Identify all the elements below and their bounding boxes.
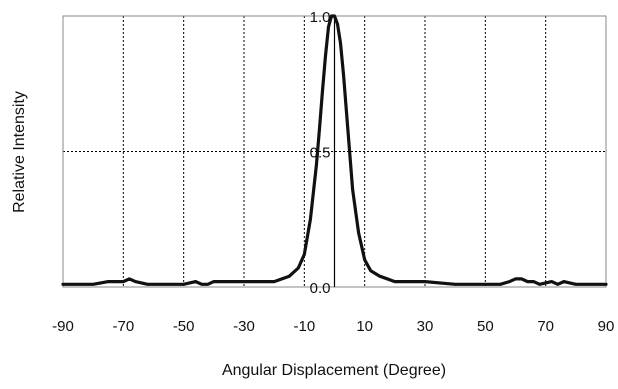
- x-tick-label: 50: [477, 318, 494, 335]
- intensity-curve: [61, 14, 608, 286]
- x-tick-labels: -90 -70 -50 -30 -10 10 30 50 70 90: [52, 318, 614, 335]
- x-tick-label: 90: [598, 318, 615, 335]
- x-tick-label: 10: [356, 318, 373, 335]
- y-tick-label: 1.0: [310, 9, 331, 26]
- y-axis-label: Relative Intensity: [11, 91, 28, 213]
- x-tick-label: -10: [293, 318, 315, 335]
- x-axis-label: Angular Displacement (Degree): [222, 362, 446, 379]
- x-tick-label: -90: [52, 318, 74, 335]
- x-tick-label: -50: [173, 318, 195, 335]
- x-tick-label: 30: [417, 318, 434, 335]
- y-tick-label: 0.5: [310, 145, 331, 162]
- y-tick-label: 0.0: [310, 280, 331, 297]
- x-tick-label: -70: [112, 318, 134, 335]
- x-tick-label: 70: [537, 318, 554, 335]
- y-tick-labels: 0.0 0.5 1.0: [310, 9, 331, 297]
- x-tick-label: -30: [233, 318, 255, 335]
